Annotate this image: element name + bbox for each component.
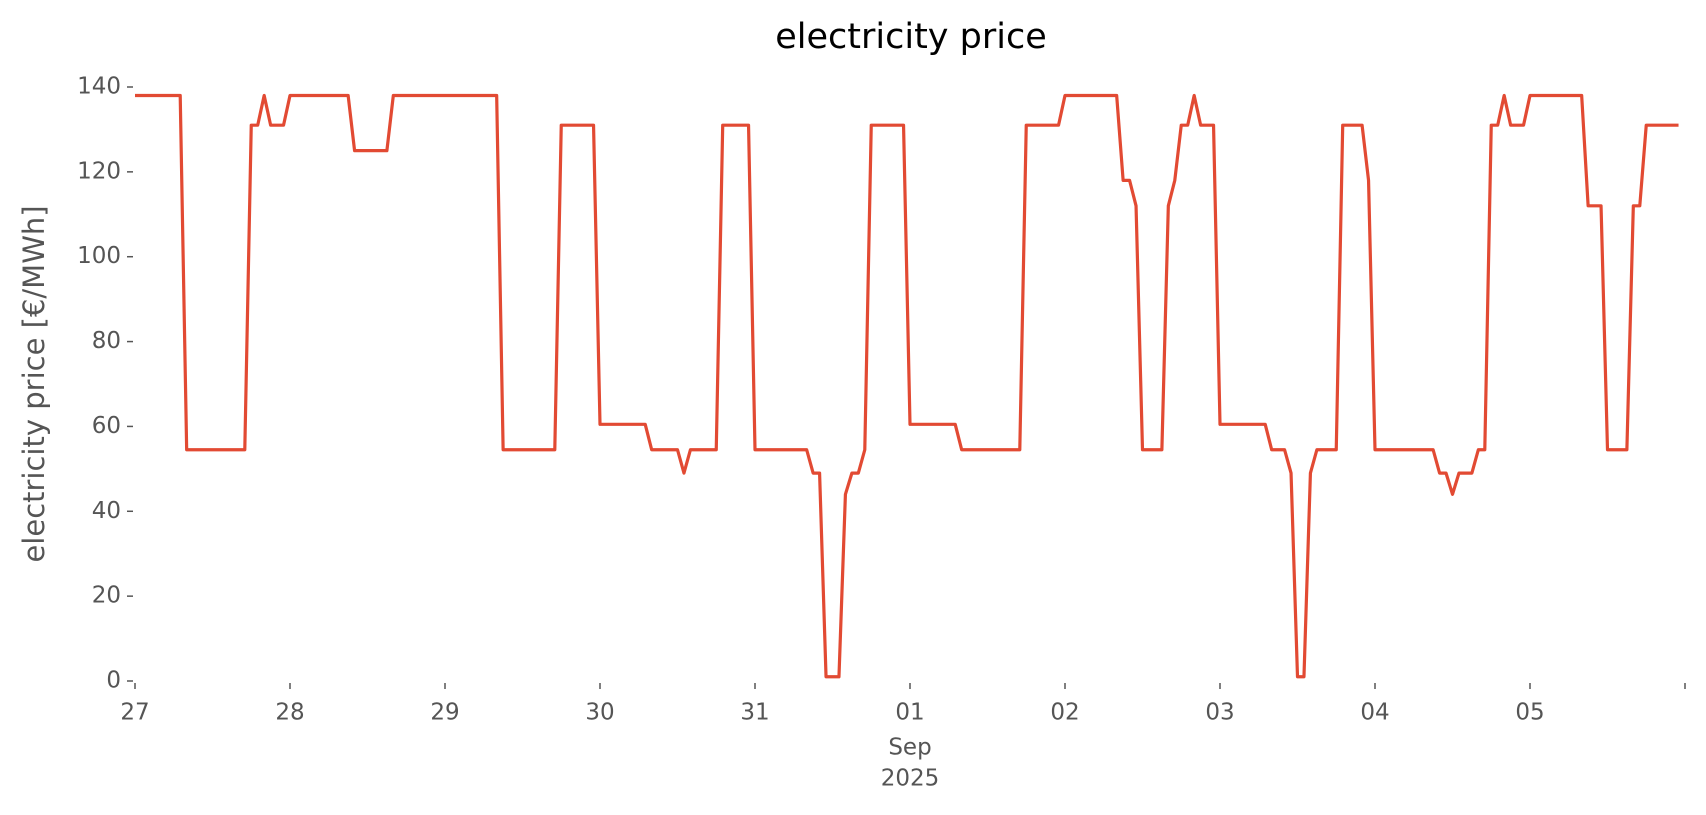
x-tick-label: 04 <box>1360 700 1389 726</box>
x-tick-label: 03 <box>1205 700 1234 726</box>
y-tick-label: 0 <box>106 668 121 694</box>
x-tick-sublabel: Sep <box>888 735 931 761</box>
y-tick-label: 140 <box>77 74 121 100</box>
y-tick-label: 40 <box>92 498 121 524</box>
x-tick-label: 05 <box>1515 700 1544 726</box>
y-tick-label: 80 <box>92 328 121 354</box>
chart-title: electricity price <box>775 17 1047 57</box>
y-tick-label: 20 <box>92 583 121 609</box>
y-axis-label: electricity price [€/MWh] <box>17 205 51 562</box>
price-line <box>135 93 1679 679</box>
y-tick-label: 120 <box>77 158 121 184</box>
x-tick-label: 30 <box>585 700 614 726</box>
y-tick-label: 100 <box>77 243 121 269</box>
x-tick-label: 02 <box>1050 700 1079 726</box>
x-tick-label: 29 <box>430 700 459 726</box>
x-tick-label: 27 <box>120 700 149 726</box>
x-tick-label: 01 <box>895 700 924 726</box>
x-tick-label: 28 <box>275 700 304 726</box>
x-tick-label: 31 <box>740 700 769 726</box>
y-tick-label: 60 <box>92 413 121 439</box>
x-tick-sublabel: 2025 <box>881 766 940 792</box>
